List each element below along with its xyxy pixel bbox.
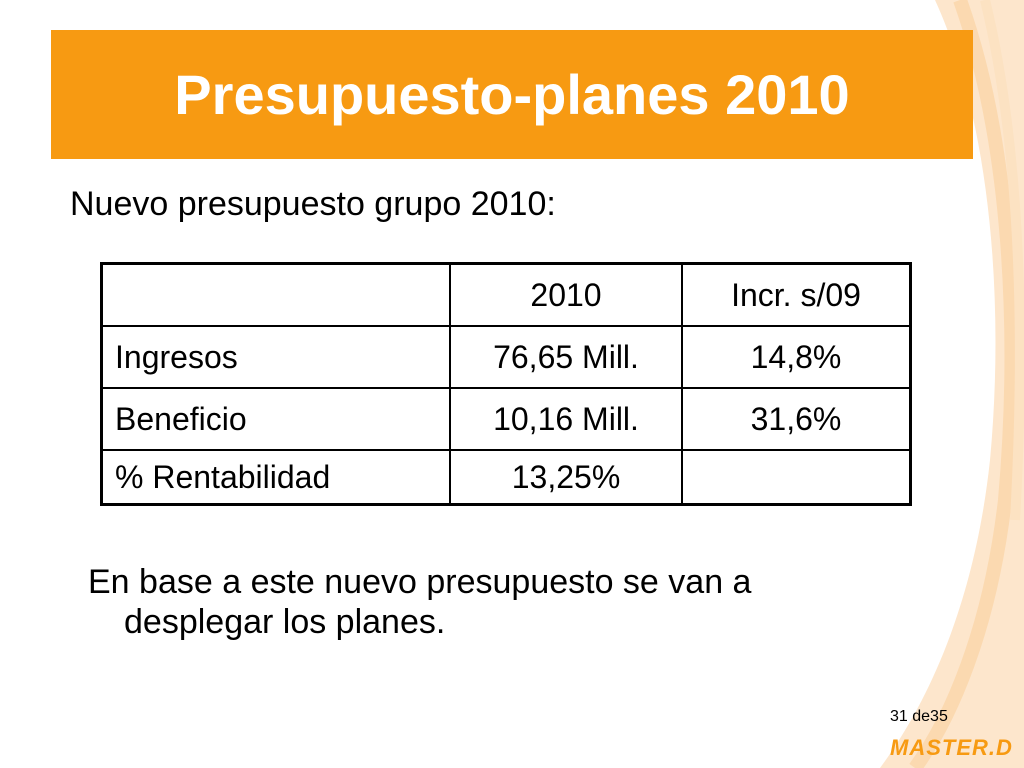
- body-line-1: En base a este nuevo presupuesto se van …: [88, 563, 752, 601]
- table-cell: 10,16 Mill.: [449, 387, 683, 451]
- table-cell: 13,25%: [449, 449, 683, 506]
- table-cell: % Rentabilidad: [100, 449, 451, 506]
- body-paragraph: En base a este nuevo presupuesto se van …: [88, 562, 888, 642]
- table-row: Beneficio 10,16 Mill. 31,6%: [100, 387, 912, 451]
- budget-table: 2010 Incr. s/09 Ingresos 76,65 Mill. 14,…: [100, 262, 912, 506]
- body-line-2: desplegar los planes.: [124, 603, 446, 641]
- slide-title: Presupuesto-planes 2010: [174, 63, 850, 126]
- table-row: % Rentabilidad 13,25%: [100, 449, 912, 506]
- table-header-cell: Incr. s/09: [681, 262, 912, 327]
- logo-text: MASTER.D: [890, 735, 1013, 760]
- page-number: 31 de35: [890, 708, 948, 725]
- table-row: Ingresos 76,65 Mill. 14,8%: [100, 325, 912, 389]
- table-header-cell: [100, 262, 451, 327]
- table-cell: Beneficio: [100, 387, 451, 451]
- table-cell: 14,8%: [681, 325, 912, 389]
- table-cell: Ingresos: [100, 325, 451, 389]
- master-d-logo: MASTER.D: [890, 735, 1013, 760]
- table-cell: 76,65 Mill.: [449, 325, 683, 389]
- table-header-row: 2010 Incr. s/09: [100, 262, 912, 327]
- table-cell: [681, 449, 912, 506]
- table-cell: 31,6%: [681, 387, 912, 451]
- title-banner: Presupuesto-planes 2010: [51, 30, 973, 159]
- table-header-cell: 2010: [449, 262, 683, 327]
- intro-text: Nuevo presupuesto grupo 2010:: [70, 185, 556, 223]
